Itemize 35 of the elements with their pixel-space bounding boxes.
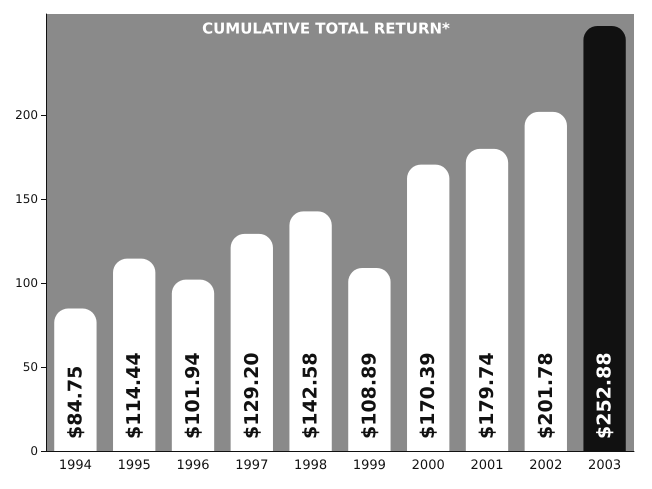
x-tick-label: 1995 [118, 458, 151, 473]
bar [230, 234, 273, 451]
x-tick-label: 1994 [58, 458, 92, 473]
x-tick-label: 2000 [412, 458, 445, 473]
x-tick-label: 1997 [235, 458, 268, 473]
bar [54, 308, 97, 451]
data-label: $252.88 [594, 352, 616, 439]
x-tick-label: 2002 [529, 458, 562, 473]
data-label: $179.74 [476, 352, 498, 439]
y-tick-label: 150 [15, 192, 38, 206]
data-label: $201.78 [534, 352, 557, 439]
x-tick-label: 1999 [352, 458, 386, 473]
x-tick-label: 2003 [588, 458, 622, 473]
bar [289, 211, 332, 451]
data-label: $142.58 [300, 352, 322, 439]
data-label: $101.94 [182, 352, 204, 439]
bar [466, 148, 508, 451]
x-tick-label: 1998 [294, 458, 328, 473]
bar [524, 112, 567, 451]
chart-title: CUMULATIVE TOTAL RETURN* [202, 20, 450, 38]
bar [407, 164, 450, 451]
y-tick-label: 50 [22, 360, 38, 374]
data-label: $114.44 [123, 352, 146, 439]
x-tick-label: 2001 [470, 458, 504, 473]
y-tick-label: 200 [15, 108, 38, 122]
bar [172, 280, 214, 451]
y-tick-label: 100 [15, 276, 38, 290]
data-label: $170.39 [417, 352, 440, 439]
data-label: $84.75 [64, 366, 86, 439]
y-tick-label: 0 [30, 444, 38, 458]
bar [348, 268, 391, 451]
bar [113, 258, 156, 451]
x-tick-label: 1996 [176, 458, 210, 473]
data-label: $129.20 [240, 352, 263, 439]
data-label: $108.89 [358, 352, 380, 439]
